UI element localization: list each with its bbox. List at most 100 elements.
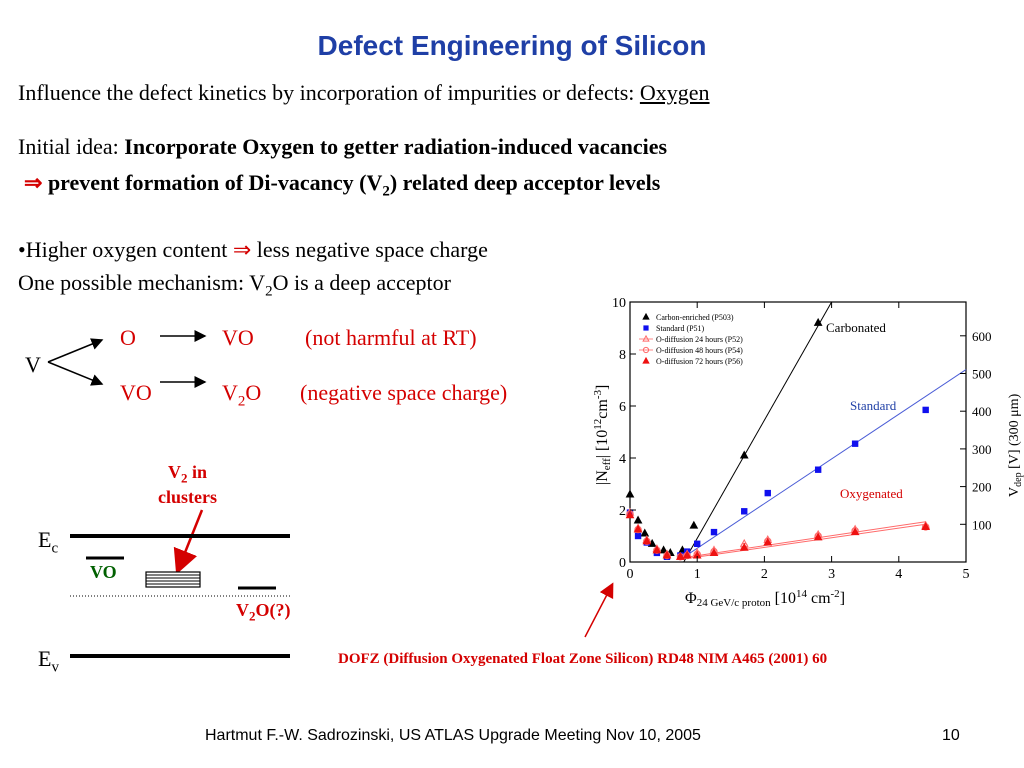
bullet-pre: •Higher oxygen content xyxy=(18,237,233,262)
data-point xyxy=(739,542,749,551)
legend-entry: O-diffusion 48 hours (P54) xyxy=(656,346,743,355)
reaction2-right-sub: 2 xyxy=(237,393,246,410)
annotation-oxygenated: Oxygenated xyxy=(840,486,903,501)
xlabel-phi: Φ xyxy=(685,590,697,607)
band-diagram xyxy=(70,509,290,658)
data-point xyxy=(694,540,701,547)
reaction2-left: VO xyxy=(120,380,152,405)
data-point xyxy=(739,450,749,459)
ylabel-left-end: ] xyxy=(594,385,611,390)
data-point xyxy=(921,522,931,530)
y-right-tick-label: 200 xyxy=(972,480,992,495)
ec-sub: c xyxy=(51,540,59,557)
fit-line xyxy=(683,301,833,563)
legend-entry: Standard (P51) xyxy=(656,324,705,333)
clusters-label: clusters xyxy=(158,487,217,507)
dofz-reference: DOFZ (Diffusion Oxygenated Float Zone Si… xyxy=(338,651,828,667)
legend-entry: O-diffusion 72 hours (P56) xyxy=(656,357,743,366)
footer-page-number: 10 xyxy=(942,727,960,744)
footer-author: Hartmut F.-W. Sadrozinski, US ATLAS Upgr… xyxy=(205,727,701,744)
mechanism-post: O is a deep acceptor xyxy=(272,270,451,295)
y-right-tick-label: 300 xyxy=(972,442,992,457)
x-tick-label: 5 xyxy=(963,567,970,582)
x-tick-label: 0 xyxy=(627,567,634,582)
xlabel-unit-sup: 14 xyxy=(796,588,808,600)
data-point xyxy=(710,528,718,536)
data-point xyxy=(659,545,668,554)
data-points xyxy=(625,317,931,561)
y-tick-label: 6 xyxy=(619,400,626,415)
v2-sub: 2 xyxy=(181,470,188,486)
reaction2-right-post: O xyxy=(245,380,262,405)
data-point xyxy=(741,508,748,515)
y-right-tick-label: 400 xyxy=(972,404,992,419)
data-point xyxy=(709,548,719,556)
intro-text: Influence the defect kinetics by incorpo… xyxy=(18,80,640,105)
y-ticks-right: 100 200 300 400 500 600 xyxy=(960,329,992,532)
xlabel-sub: 24 GeV/c proton xyxy=(697,597,771,609)
data-point xyxy=(625,489,635,498)
v2-post: in xyxy=(187,462,208,482)
x-ticks: 0 1 2 3 4 5 xyxy=(627,302,970,582)
branch-arrow-up xyxy=(47,338,104,363)
reaction1-left: O xyxy=(120,325,136,350)
bullet-line: •Higher oxygen content ⇒ less negative s… xyxy=(18,237,488,263)
ylabel-right: V xyxy=(1007,487,1022,497)
xlabel-unit-post: ] xyxy=(840,590,845,607)
prevent-text: prevent formation of Di-vacancy (V xyxy=(42,170,383,195)
data-point xyxy=(633,524,643,533)
y-axis-label-left: |Neff| [1012cm-3] xyxy=(592,385,613,485)
reaction-diagram xyxy=(47,330,207,388)
ylabel-left-sup2: -3 xyxy=(592,389,604,399)
y-right-tick-label: 100 xyxy=(972,517,992,532)
idea-bold: Incorporate Oxygen to getter radiation-i… xyxy=(124,134,668,159)
v2-clusters-label: V2 in xyxy=(168,462,207,487)
ylabel-left-sub: eff xyxy=(601,458,613,470)
ev-label: Ev xyxy=(38,646,59,676)
data-point xyxy=(689,520,699,529)
vo-label: VO xyxy=(90,562,117,582)
implies-arrow-icon-2: ⇒ xyxy=(232,237,252,262)
xlabel-unit-sup2: -2 xyxy=(831,588,840,600)
data-point xyxy=(922,406,929,414)
legend-entry: Carbon-enriched (P503) xyxy=(656,313,734,322)
y-right-tick-label: 600 xyxy=(972,329,992,344)
prevent-post: ) related deep acceptor levels xyxy=(389,170,661,195)
y-tick-label: 10 xyxy=(612,296,626,311)
annotation-standard: Standard xyxy=(850,398,897,413)
prevent-line: ⇒ prevent formation of Di-vacancy (V2) r… xyxy=(24,170,660,200)
reaction2-right: V2O xyxy=(222,380,261,410)
intro-line: Influence the defect kinetics by incorpo… xyxy=(18,80,710,106)
dofz-pointer xyxy=(584,582,614,638)
data-point xyxy=(625,510,635,519)
y-tick-label: 4 xyxy=(619,452,626,467)
legend-marker xyxy=(643,325,649,331)
reaction1-right: VO xyxy=(222,325,254,350)
data-point xyxy=(764,489,771,497)
v2o-sub: 2 xyxy=(249,608,256,624)
x-tick-label: 1 xyxy=(694,567,701,582)
bullet-post: less negative space charge xyxy=(251,237,488,262)
ylabel-right-post: [V] (300 μm) xyxy=(1007,393,1022,472)
data-point xyxy=(652,545,662,554)
data-point xyxy=(662,550,672,559)
v2-label: V xyxy=(168,462,181,482)
mechanism-sub: 2 xyxy=(265,283,273,300)
ylabel-left-post: | [10 xyxy=(594,430,611,459)
mechanism-line: One possible mechanism: V2O is a deep ac… xyxy=(18,270,451,300)
annotation-carbonated: Carbonated xyxy=(826,320,886,335)
data-point xyxy=(813,317,823,326)
data-point xyxy=(850,527,860,536)
cluster-pointer-arrow xyxy=(173,509,204,575)
mechanism-pre: One possible mechanism: V xyxy=(18,270,266,295)
y-ticks-left: 0 2 4 6 8 10 xyxy=(612,296,636,571)
y-tick-label: 2 xyxy=(619,504,626,519)
ev-e: E xyxy=(38,646,52,671)
data-point xyxy=(682,550,692,559)
data-point xyxy=(763,537,773,546)
data-point xyxy=(813,532,823,541)
y-tick-label: 0 xyxy=(619,556,626,571)
idea-line: Initial idea: Incorporate Oxygen to gett… xyxy=(18,134,667,160)
xlabel-unit-mid: cm xyxy=(807,590,831,607)
v2o-pre: V xyxy=(236,600,249,620)
